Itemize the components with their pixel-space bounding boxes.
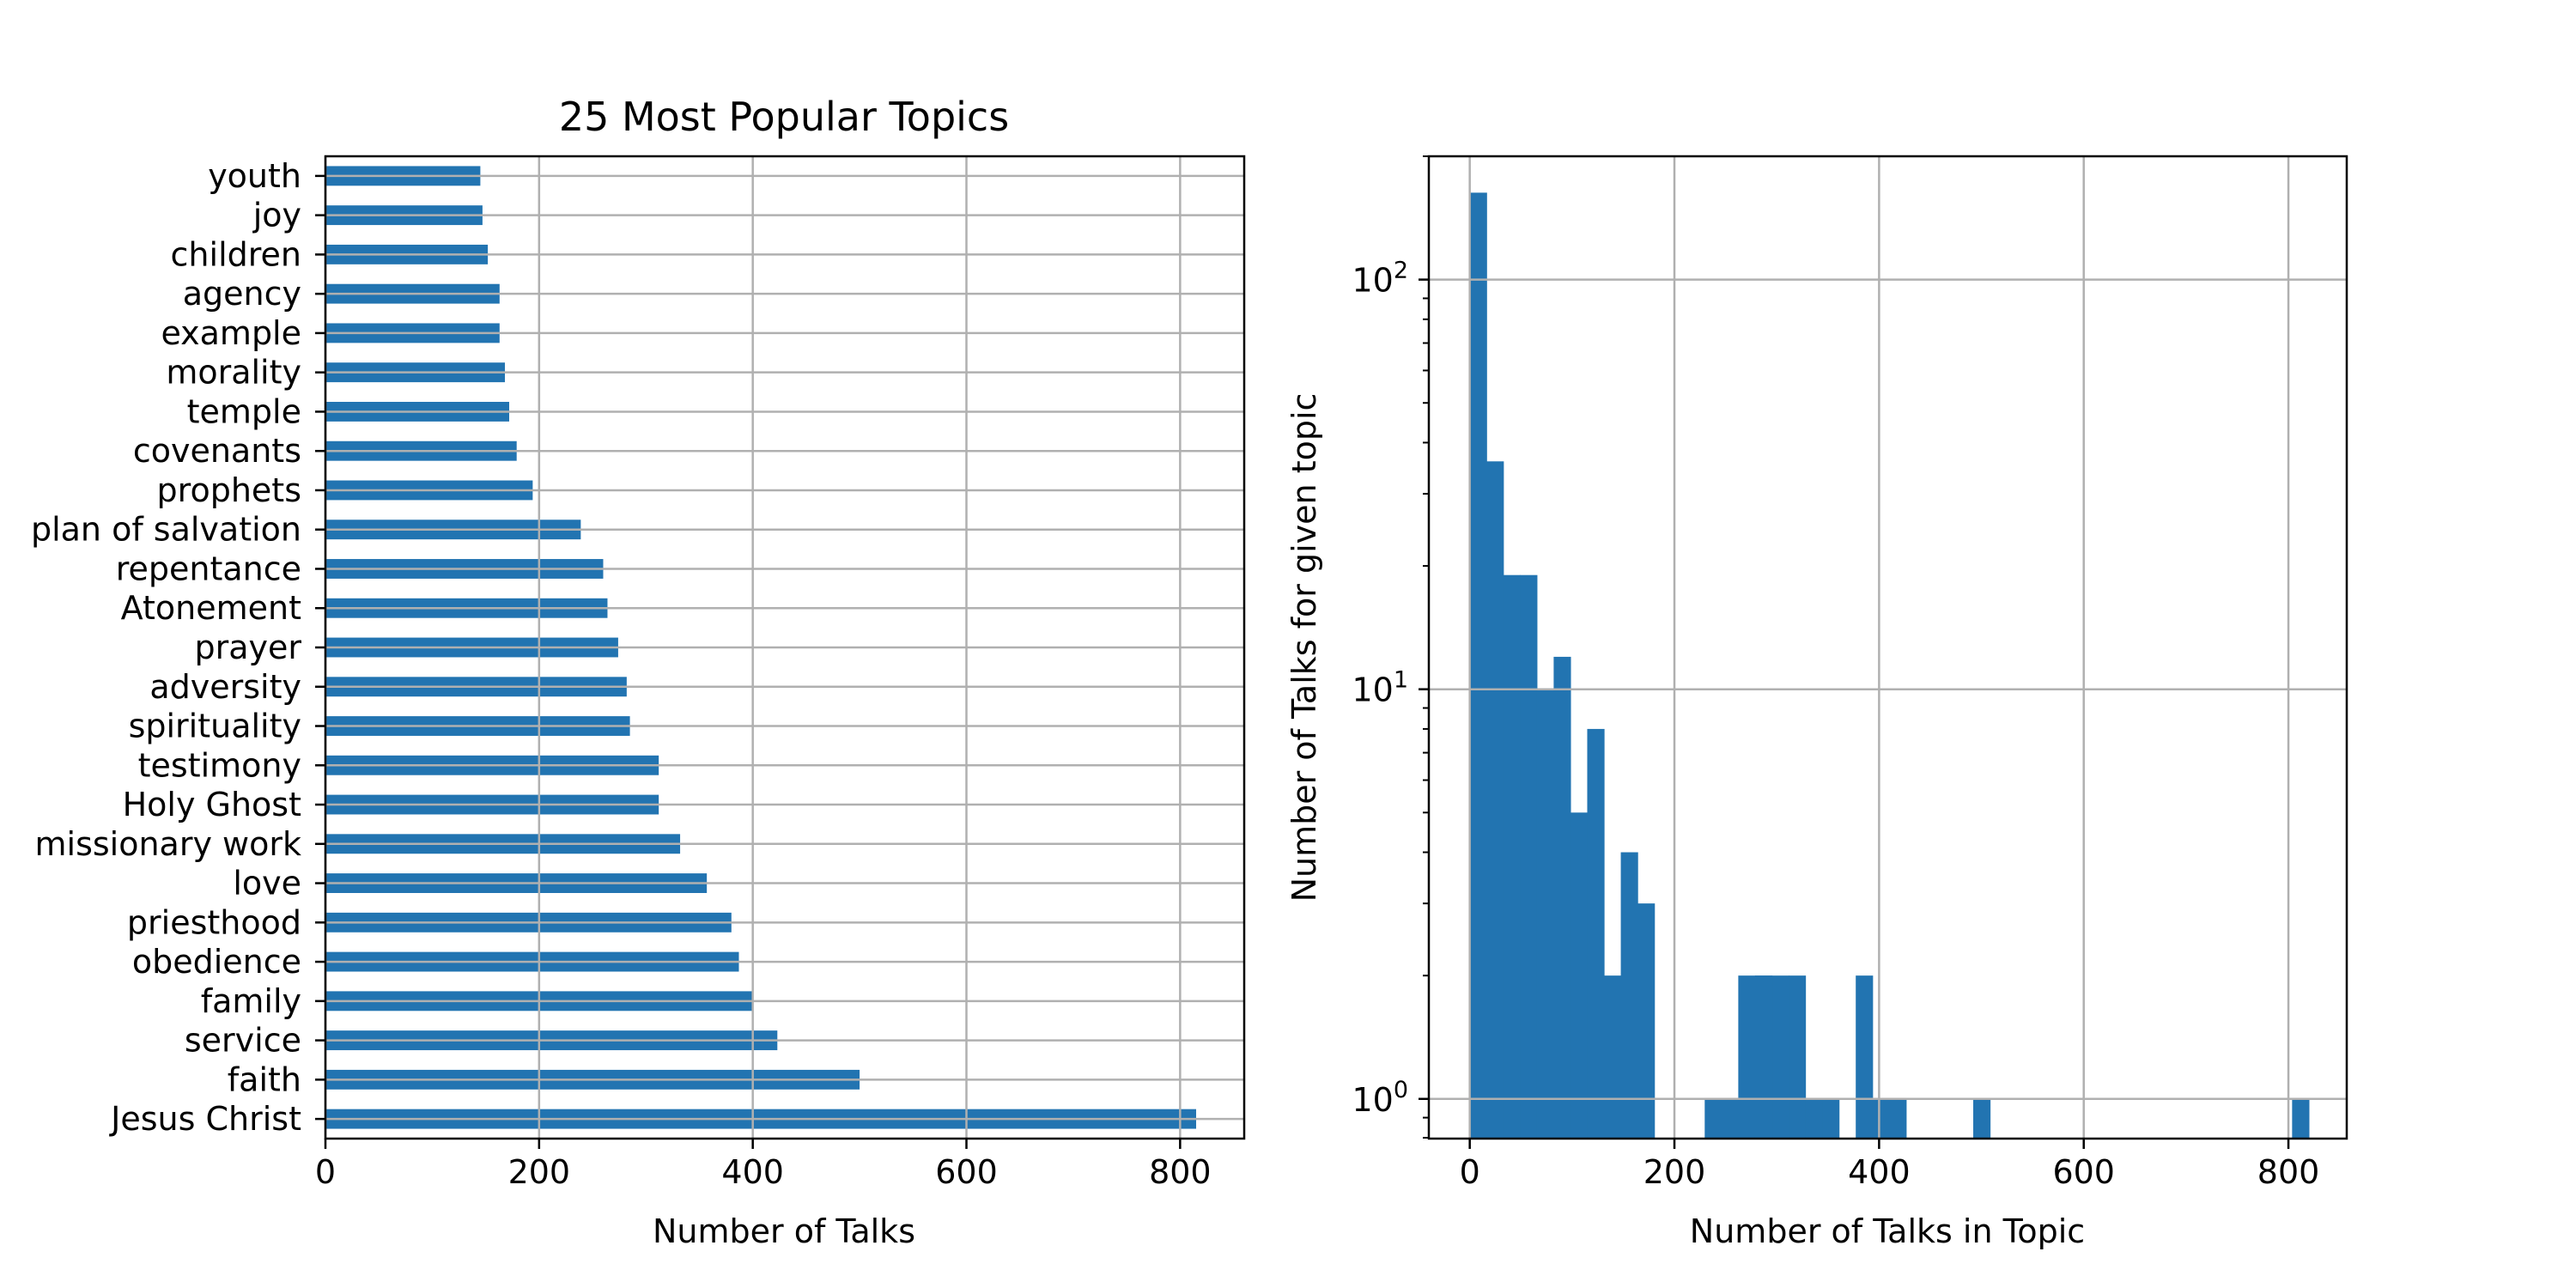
histogram-grid [1429, 156, 2347, 1139]
histogram-bin [1553, 656, 1571, 1139]
bar-chart-x-axis-label: Number of Talks [653, 1212, 915, 1250]
histogram-bin [1570, 812, 1589, 1139]
bar-chart-panel: 25 Most Popular Topics Number of Talks 0… [31, 94, 1246, 1250]
histogram-bin [1536, 689, 1554, 1139]
bar-chart-category-label: family [201, 982, 301, 1020]
bar-chart-category-label: Jesus Christ [109, 1100, 301, 1138]
histogram-x-tick-label: 600 [2052, 1153, 2115, 1191]
bar-chart-category-label: service [185, 1022, 301, 1060]
bar-chart-category-label: morality [166, 354, 301, 392]
bar-chart-category-label: joy [252, 197, 301, 234]
bar-chart-x-tick-label: 200 [508, 1153, 571, 1191]
histogram-bin [1604, 975, 1622, 1139]
histogram-frame [1427, 155, 2348, 1140]
histogram-x-tick-label: 0 [1460, 1153, 1480, 1191]
bar-chart-category-label: love [233, 865, 301, 902]
histogram-bin [1771, 975, 1789, 1139]
bar-chart-x-tick-label: 400 [721, 1153, 784, 1191]
histogram-bin [1822, 1098, 1840, 1139]
histogram-bin [2292, 1098, 2310, 1139]
bar-chart-category-label: priesthood [127, 903, 301, 941]
histogram-x-tick-label: 400 [1848, 1153, 1911, 1191]
bar-chart-x-tick-label: 0 [315, 1153, 336, 1191]
bar-chart-category-label: obedience [132, 943, 301, 981]
bar-chart-category-label: example [161, 314, 301, 352]
bar-chart-category-label: prayer [194, 629, 301, 666]
histogram-y-tick-label: 101 [1352, 667, 1408, 709]
bar-chart-category-label: temple [187, 392, 301, 430]
bar-chart-category-label: missionary work [35, 825, 302, 863]
histogram-x-tick-label: 800 [2257, 1153, 2320, 1191]
bar-chart-category-label: faith [228, 1060, 301, 1098]
histogram-panel: Number of Talks in Topic Number of Talks… [1285, 155, 2348, 1250]
histogram-y-tick-label: 102 [1352, 258, 1408, 300]
bar-chart-grid [324, 156, 1244, 1139]
histogram-bin [1620, 852, 1638, 1139]
histogram-bin [1637, 903, 1656, 1139]
bar-chart-category-label: agency [183, 275, 301, 313]
histogram-bin [1738, 975, 1756, 1139]
histogram-bin [1704, 1098, 1722, 1139]
bar-chart-category-label: Holy Ghost [123, 786, 301, 823]
bar-chart-category-label: testimony [138, 746, 301, 784]
bar-chart-category-label: Atonement [121, 589, 301, 627]
histogram-bin [1486, 461, 1504, 1139]
bar-chart-category-label: plan of salvation [31, 511, 301, 549]
histogram-x-tick-label: 200 [1643, 1153, 1706, 1191]
histogram-bin [1872, 1098, 1890, 1139]
bar-chart-x-ticks: 0 200 400 600 800 [315, 1139, 1212, 1191]
histogram-bin [1721, 1098, 1739, 1139]
bar-chart-category-label: adversity [149, 668, 301, 706]
histogram-bin [1789, 975, 1807, 1139]
bar-chart-x-tick-label: 600 [935, 1153, 998, 1191]
histogram-bin [1973, 1098, 1991, 1139]
bar-chart-category-labels: Jesus Christfaithservicefamilyobediencep… [31, 157, 325, 1138]
histogram-bin [1754, 975, 1773, 1139]
histogram-y-tick-label: 100 [1352, 1077, 1408, 1119]
bar-chart-category-label: covenants [133, 432, 301, 470]
bar-chart-category-label: repentance [116, 550, 301, 587]
histogram-y-axis-label: Number of Talks for given topic [1285, 393, 1323, 902]
bar-chart-category-label: youth [208, 157, 301, 195]
bar-chart-x-tick-label: 800 [1149, 1153, 1212, 1191]
histogram-bin [1587, 728, 1605, 1139]
histogram-bars [1469, 192, 2310, 1139]
histogram-bin [1889, 1098, 1907, 1139]
histogram-bin [1805, 1098, 1823, 1139]
histogram-bin [1856, 975, 1874, 1139]
histogram-x-ticks: 0 200 400 600 800 [1460, 1139, 2320, 1191]
histogram-x-axis-label: Number of Talks in Topic [1690, 1212, 2085, 1250]
histogram-bin [1520, 574, 1538, 1139]
bar-chart-category-label: spirituality [129, 708, 301, 745]
histogram-bin [1503, 574, 1521, 1139]
bar-chart-category-label: children [171, 235, 301, 273]
histogram-bin [1469, 192, 1487, 1139]
bar-chart-title: 25 Most Popular Topics [559, 94, 1009, 140]
histogram-y-ticks: 100 101 102 [1352, 155, 1429, 1139]
bar-chart-category-label: prophets [157, 471, 301, 509]
